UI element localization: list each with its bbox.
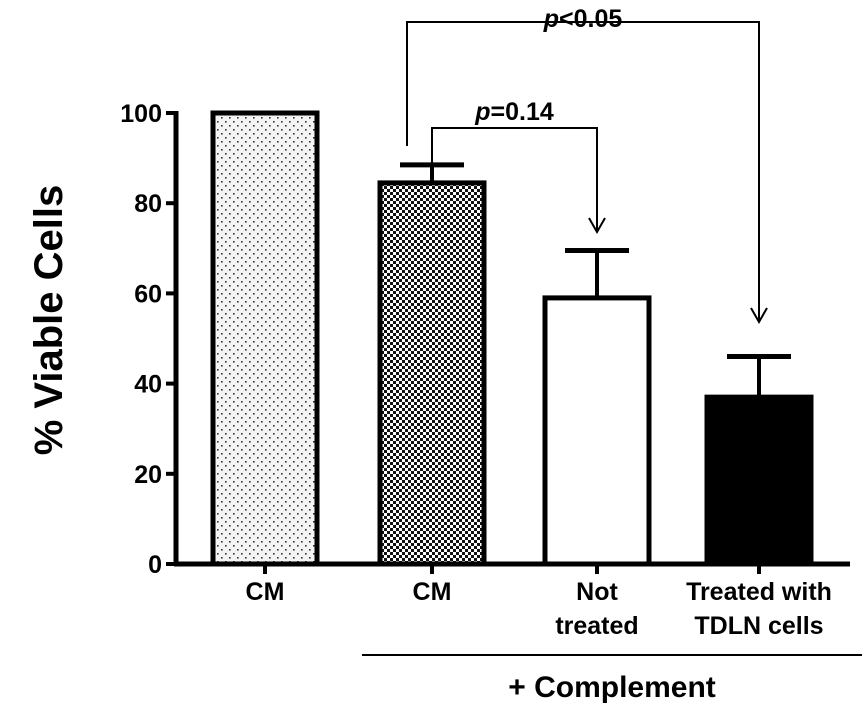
bracket-arrowhead	[750, 307, 768, 325]
bracket-arrowhead	[588, 217, 606, 235]
y-axis-label: % Viable Cells	[27, 185, 71, 456]
bar	[542, 295, 652, 567]
bars	[210, 110, 814, 567]
category-label: Not	[576, 578, 618, 606]
significance-bracket	[431, 127, 598, 232]
category-label: CM	[413, 578, 452, 606]
bar	[210, 110, 320, 567]
category-label: TDLN cells	[694, 612, 823, 640]
group-label: + Complement	[508, 671, 716, 704]
significance-brackets: p<0.05 p=0.14	[406, 5, 768, 325]
category-label: treated	[555, 612, 638, 640]
category-labels: CM CM Not treated Treated with TDLN cells	[246, 578, 832, 640]
p-value-label: p<0.05	[543, 5, 623, 33]
y-tick-label: 80	[134, 190, 162, 218]
y-tick-label: 100	[120, 100, 162, 128]
significance-bracket	[406, 21, 760, 322]
y-tick-label: 20	[134, 461, 162, 489]
y-tick-label: 40	[134, 371, 162, 399]
y-tick-label: 0	[148, 551, 162, 579]
p-value-label: p=0.14	[474, 98, 554, 126]
bar	[377, 180, 487, 567]
bar	[704, 394, 814, 567]
category-label: Treated with	[686, 578, 832, 606]
category-label: CM	[246, 578, 285, 606]
y-tick-label: 60	[134, 280, 162, 308]
